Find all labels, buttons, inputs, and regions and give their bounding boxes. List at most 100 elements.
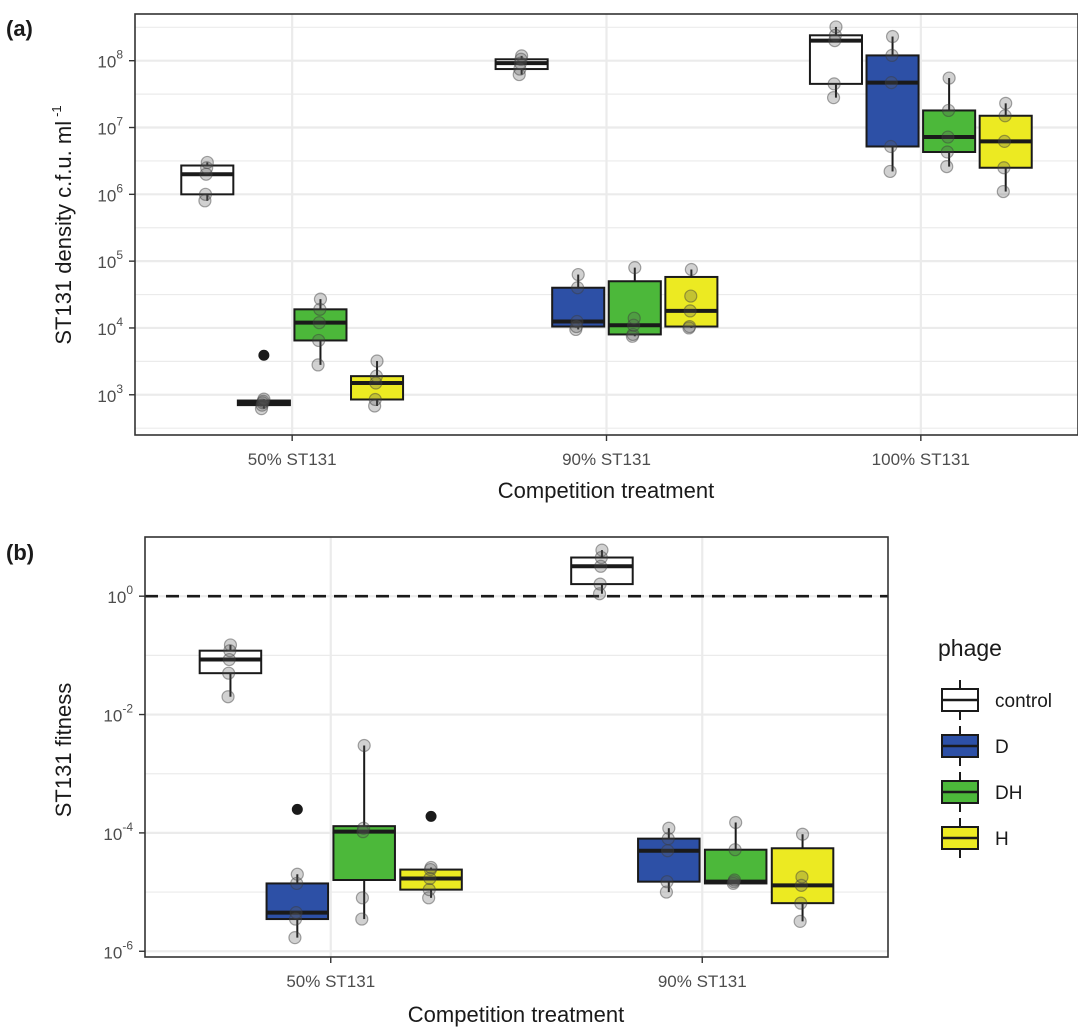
- y-tick-base: 10: [97, 253, 116, 272]
- data-point: [423, 871, 437, 886]
- panel-a-y-axis-title-superscript: -1: [49, 105, 64, 117]
- box-iqr: [865, 54, 920, 148]
- data-point: [659, 885, 674, 899]
- data-point: [826, 91, 841, 105]
- data-point: [257, 392, 271, 406]
- box-iqr: [808, 34, 863, 85]
- data-point: [290, 876, 304, 891]
- data-point: [885, 29, 900, 44]
- box-control-90-st131: [494, 49, 549, 82]
- data-point: [312, 316, 326, 330]
- y-tick-exponent: -6: [122, 938, 133, 952]
- y-tick-label: 100: [107, 583, 133, 607]
- y-tick-label: 10-2: [103, 702, 133, 726]
- data-point: [356, 821, 371, 835]
- data-point: [369, 369, 384, 383]
- data-point: [941, 103, 956, 118]
- box-iqr: [664, 275, 719, 328]
- data-point: [684, 262, 698, 277]
- data-point: [729, 815, 743, 830]
- data-point: [370, 354, 384, 368]
- box-h-50-st131: [399, 810, 463, 905]
- data-point: [423, 862, 438, 877]
- y-tick-base: 10: [107, 588, 126, 607]
- y-tick-exponent: 3: [116, 382, 123, 396]
- data-point: [222, 666, 236, 680]
- data-point: [368, 399, 382, 413]
- box-iqr: [922, 109, 977, 154]
- box-iqr: [770, 847, 835, 905]
- data-point: [592, 587, 607, 601]
- legend-label-h: H: [995, 829, 1009, 850]
- box-d-100-st131: [865, 29, 920, 179]
- data-point: [829, 20, 843, 34]
- y-tick-base: 10: [103, 825, 122, 844]
- y-tick-label: 10-6: [103, 938, 133, 962]
- data-point: [571, 267, 585, 282]
- data-point: [997, 134, 1012, 148]
- panel-a-x-ticks: 50% ST131 90% ST131 100% ST131: [248, 435, 970, 469]
- data-point: [422, 891, 436, 905]
- legend-item-h: H: [941, 818, 1009, 858]
- box-iqr: [198, 649, 263, 675]
- y-tick-base: 10: [97, 320, 116, 339]
- box-iqr: [570, 556, 634, 586]
- panel-b-y-axis-title: ST131 fitness: [51, 683, 76, 818]
- box-dh-50-st131: [332, 738, 396, 926]
- data-point: [661, 832, 675, 846]
- data-point: [828, 28, 842, 42]
- y-tick-base: 10: [103, 707, 122, 726]
- data-point: [223, 644, 237, 658]
- data-point: [313, 292, 328, 306]
- y-tick-label: 105: [97, 248, 123, 272]
- y-tick-base: 10: [97, 186, 116, 205]
- box-h-50-st131: [350, 354, 405, 413]
- y-tick-exponent: 4: [116, 315, 123, 329]
- data-point: [794, 878, 808, 892]
- data-point: [569, 319, 584, 334]
- box-d-90-st131: [551, 267, 606, 337]
- legend-items: control D DH H: [941, 680, 1052, 858]
- data-point: [290, 867, 304, 881]
- y-tick-base: 10: [97, 120, 116, 139]
- data-point: [684, 289, 698, 303]
- data-point: [256, 394, 270, 408]
- data-point: [997, 161, 1011, 175]
- data-point: [368, 392, 382, 407]
- data-point: [221, 690, 235, 704]
- data-point: [198, 194, 212, 208]
- data-point: [355, 912, 369, 926]
- box-control-50-st131: [198, 638, 263, 704]
- data-point: [682, 319, 697, 334]
- legend-label-dh: DH: [995, 783, 1022, 804]
- data-point: [883, 164, 897, 179]
- y-tick-label: 104: [97, 315, 123, 339]
- data-point: [998, 109, 1012, 123]
- data-point: [313, 302, 327, 316]
- panel-a-y-axis-title-main: ST131 density c.f.u. ml: [51, 121, 76, 345]
- data-point: [942, 71, 956, 85]
- y-tick-base: 10: [103, 943, 122, 962]
- data-point: [514, 52, 528, 66]
- data-point: [513, 56, 528, 70]
- box-iqr: [637, 837, 701, 883]
- panel-b-frame: [144, 536, 889, 958]
- data-point: [515, 49, 529, 63]
- data-point: [356, 825, 370, 839]
- data-point: [996, 184, 1010, 199]
- box-h-100-st131: [978, 96, 1033, 199]
- data-point: [940, 160, 954, 174]
- panel-a-y-axis-title: ST131 density c.f.u. ml -1: [49, 105, 76, 344]
- box-control-50-st131: [180, 155, 235, 208]
- y-tick-label: 108: [97, 48, 123, 72]
- data-point: [569, 322, 583, 337]
- data-point: [793, 914, 807, 928]
- legend: phage control D DH H: [938, 635, 1052, 858]
- data-point: [288, 931, 302, 945]
- legend-title: phage: [938, 635, 1002, 661]
- data-point: [727, 873, 742, 887]
- data-point: [728, 843, 742, 857]
- data-point: [256, 396, 270, 410]
- data-point: [422, 883, 436, 897]
